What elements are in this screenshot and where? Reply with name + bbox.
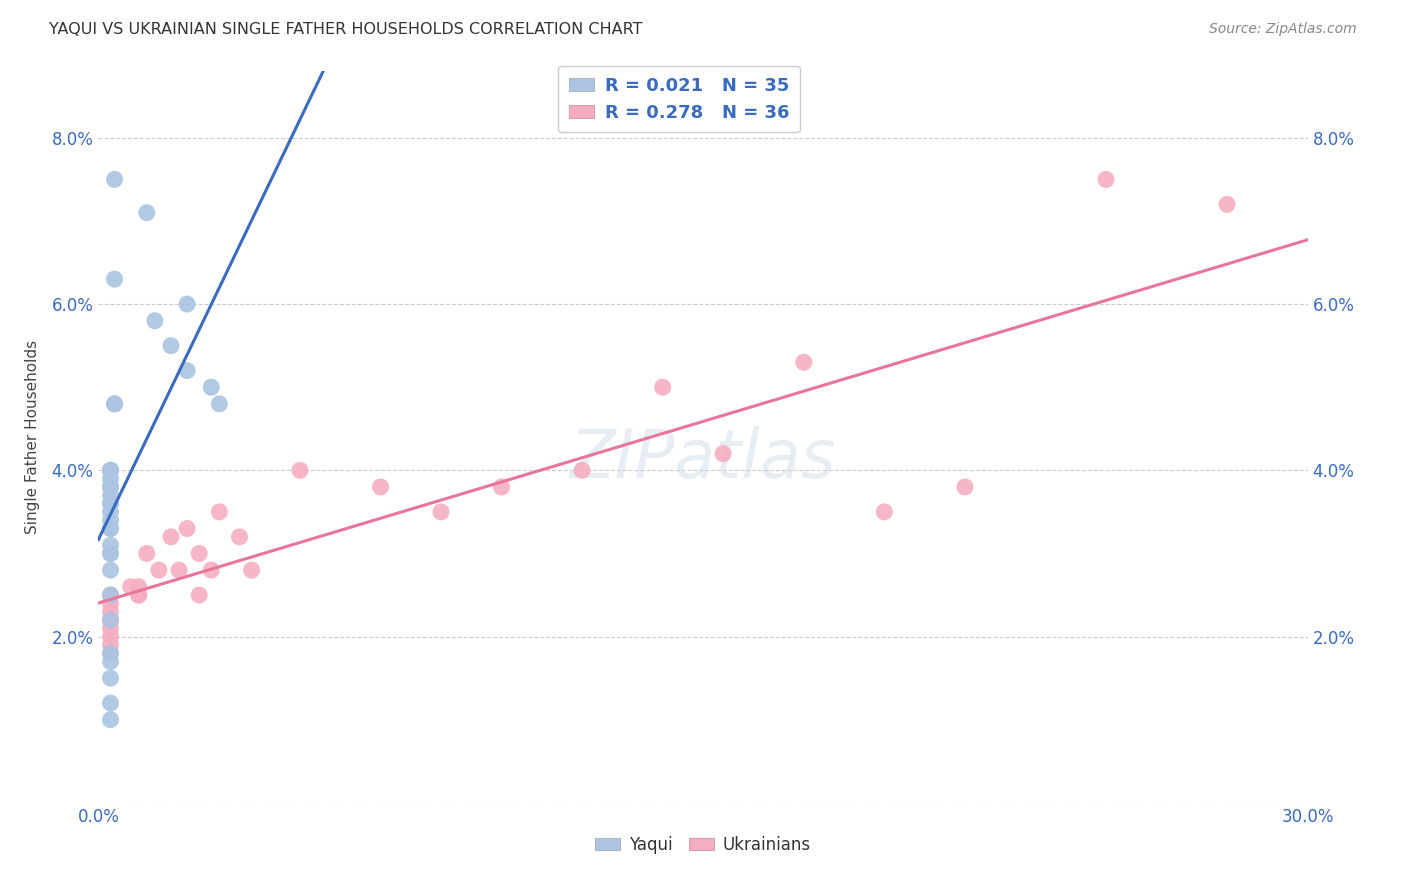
Point [1216,197,1239,211]
Point [100,713,122,727]
Point [200,563,222,577]
Point [188,546,211,560]
Point [100,521,122,535]
Point [208,505,231,519]
Point [100,480,122,494]
Point [103,397,125,411]
Point [953,480,976,494]
Point [100,671,122,685]
Point [100,463,122,477]
Point [128,588,150,602]
Point [103,172,125,186]
Point [100,480,122,494]
Point [200,380,222,394]
Point [370,480,392,494]
Point [135,205,157,219]
Point [100,497,122,511]
Point [100,513,122,527]
Text: YAQUI VS UKRAINIAN SINGLE FATHER HOUSEHOLDS CORRELATION CHART: YAQUI VS UKRAINIAN SINGLE FATHER HOUSEHO… [49,22,643,37]
Point [571,463,593,477]
Point [793,355,815,369]
Point [100,646,122,660]
Point [100,655,122,669]
Point [873,505,896,519]
Point [100,472,122,486]
Point [100,596,122,610]
Point [100,696,122,710]
Point [103,272,125,286]
Point [100,613,122,627]
Point [100,621,122,635]
Point [128,588,150,602]
Point [100,638,122,652]
Point [176,521,198,535]
Point [100,521,122,535]
Point [103,397,125,411]
Point [100,546,122,560]
Point [100,563,122,577]
Legend: Yaqui, Ukrainians: Yaqui, Ukrainians [589,829,817,860]
Point [100,538,122,552]
Point [100,497,122,511]
Point [176,363,198,377]
Text: Source: ZipAtlas.com: Source: ZipAtlas.com [1209,22,1357,37]
Point [651,380,673,394]
Point [167,563,190,577]
Point [160,338,183,352]
Point [100,630,122,644]
Point [100,605,122,619]
Point [100,488,122,502]
Y-axis label: Single Father Households: Single Father Households [25,340,41,534]
Point [100,588,122,602]
Point [100,613,122,627]
Point [160,530,183,544]
Point [100,588,122,602]
Point [135,546,157,560]
Point [100,463,122,477]
Point [1095,172,1118,186]
Point [100,505,122,519]
Point [176,297,198,311]
Point [430,505,453,519]
Text: ZIPatlas: ZIPatlas [569,426,837,492]
Point [100,546,122,560]
Point [143,314,166,328]
Point [100,646,122,660]
Point [491,480,513,494]
Point [148,563,170,577]
Point [120,580,142,594]
Point [711,447,734,461]
Point [240,563,263,577]
Point [100,463,122,477]
Point [228,530,250,544]
Point [288,463,311,477]
Point [188,588,211,602]
Point [100,613,122,627]
Point [208,397,231,411]
Point [128,580,150,594]
